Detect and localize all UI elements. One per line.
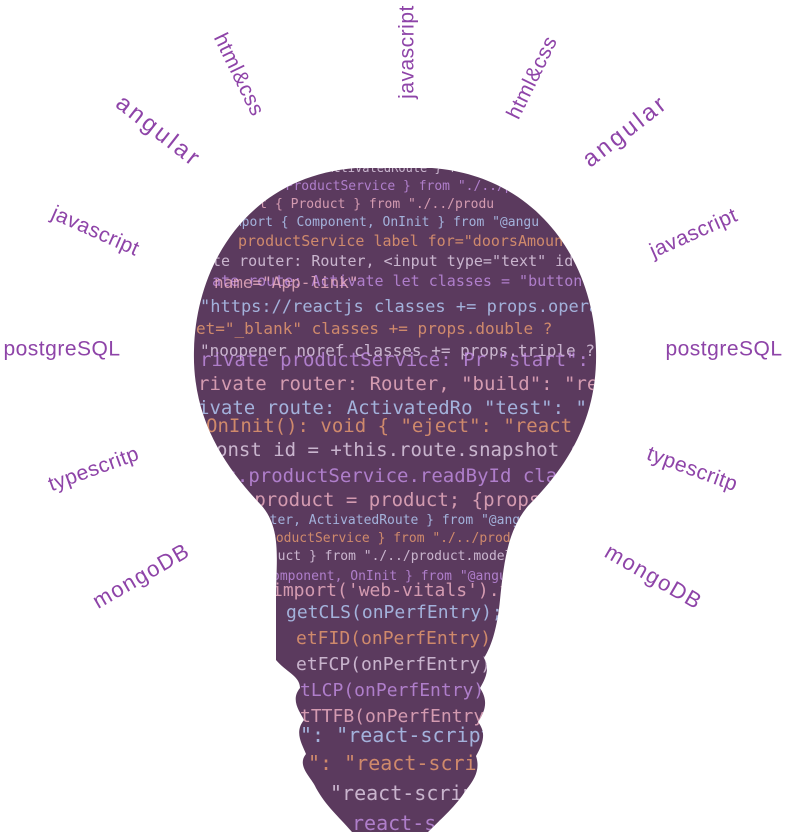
code-texture: ter, ActivatedRoute } from "@angular { Pr… (196, 161, 674, 835)
code-line: rivate router: Router, "build": "react (198, 373, 633, 395)
code-line: productService label for="doorsAmount (238, 232, 572, 250)
label-javascript-top: javascript (396, 5, 419, 100)
label-typescript-left: typescritp (45, 442, 142, 496)
code-line: tLCP(onPerfEntry); (300, 680, 495, 701)
label-javascript-right: javascript (645, 204, 741, 264)
code-line: ivate route: ActivatedRo "test": "react (198, 397, 644, 419)
code-line: react-scripts (352, 811, 509, 835)
code-line: etFCP(onPerfEntry); (296, 654, 502, 675)
lightbulb-shape (193, 168, 597, 832)
code-line: omponent, OnInit } from "@angular (272, 569, 530, 584)
label-htmlcss-left: html&css (209, 29, 269, 119)
code-line: ter, ActivatedRoute } from "@angular (290, 161, 550, 175)
code-line: etFID(onPerfEntry); (296, 628, 502, 649)
label-postgresql-left: postgreSQL (3, 338, 120, 361)
label-angular-left: angular (111, 89, 207, 172)
code-line: import('web-vitals').then (272, 580, 543, 601)
code-line: tTTFB(onPerfEntry); (300, 706, 506, 727)
code-line: "react-scripts (330, 781, 499, 805)
label-htmlcss-right: html&css (502, 32, 562, 122)
label-typescript-right: typescritp (644, 442, 741, 496)
code-line: oduct } from "./../product.model (262, 549, 512, 564)
code-line: is.productService.readById className (214, 465, 626, 487)
code-line: ": "react-scripts (308, 751, 513, 775)
code-line: outer, ActivatedRoute } from "@angular (254, 513, 552, 528)
label-javascript-left: javascript (47, 201, 143, 261)
label-mongodb-right: mongoDB (601, 539, 707, 615)
code-line: "noopener noref classes += props.triple … (200, 341, 595, 360)
code-line: rivate productService: Pr "start": "reac… (200, 349, 669, 371)
code-line: et="_blank" classes += props.double ? (196, 319, 552, 338)
code-line: ate route: Activate let classes = "butto… (212, 272, 609, 290)
code-line: name="App-link" (214, 273, 359, 292)
code-line: ": "react-scripts (300, 723, 505, 747)
label-mongodb-left: mongoDB (88, 538, 194, 614)
code-line: te router: Router, <input type="text" id (212, 252, 573, 270)
code-line: is.product = product; {props (220, 489, 540, 511)
code-line: OnInit(): void { "eject": "react (206, 415, 572, 437)
label-angular-right: angular (577, 89, 673, 172)
code-line: mport { Product } from "./../produ (228, 197, 494, 212)
code-line: getCLS(onPerfEntry); (286, 602, 503, 623)
code-line: import { Component, OnInit } from "@angu (226, 215, 539, 230)
code-line: "https://reactjs classes += props.operat… (200, 297, 640, 317)
code-line: roductService } from "./../product (268, 531, 534, 546)
label-postgresql-right: postgreSQL (665, 338, 782, 361)
code-line: onst id = +this.route.snapshot onClick={ (216, 439, 674, 461)
code-line: { ProductService } from "./../prod (270, 179, 536, 194)
